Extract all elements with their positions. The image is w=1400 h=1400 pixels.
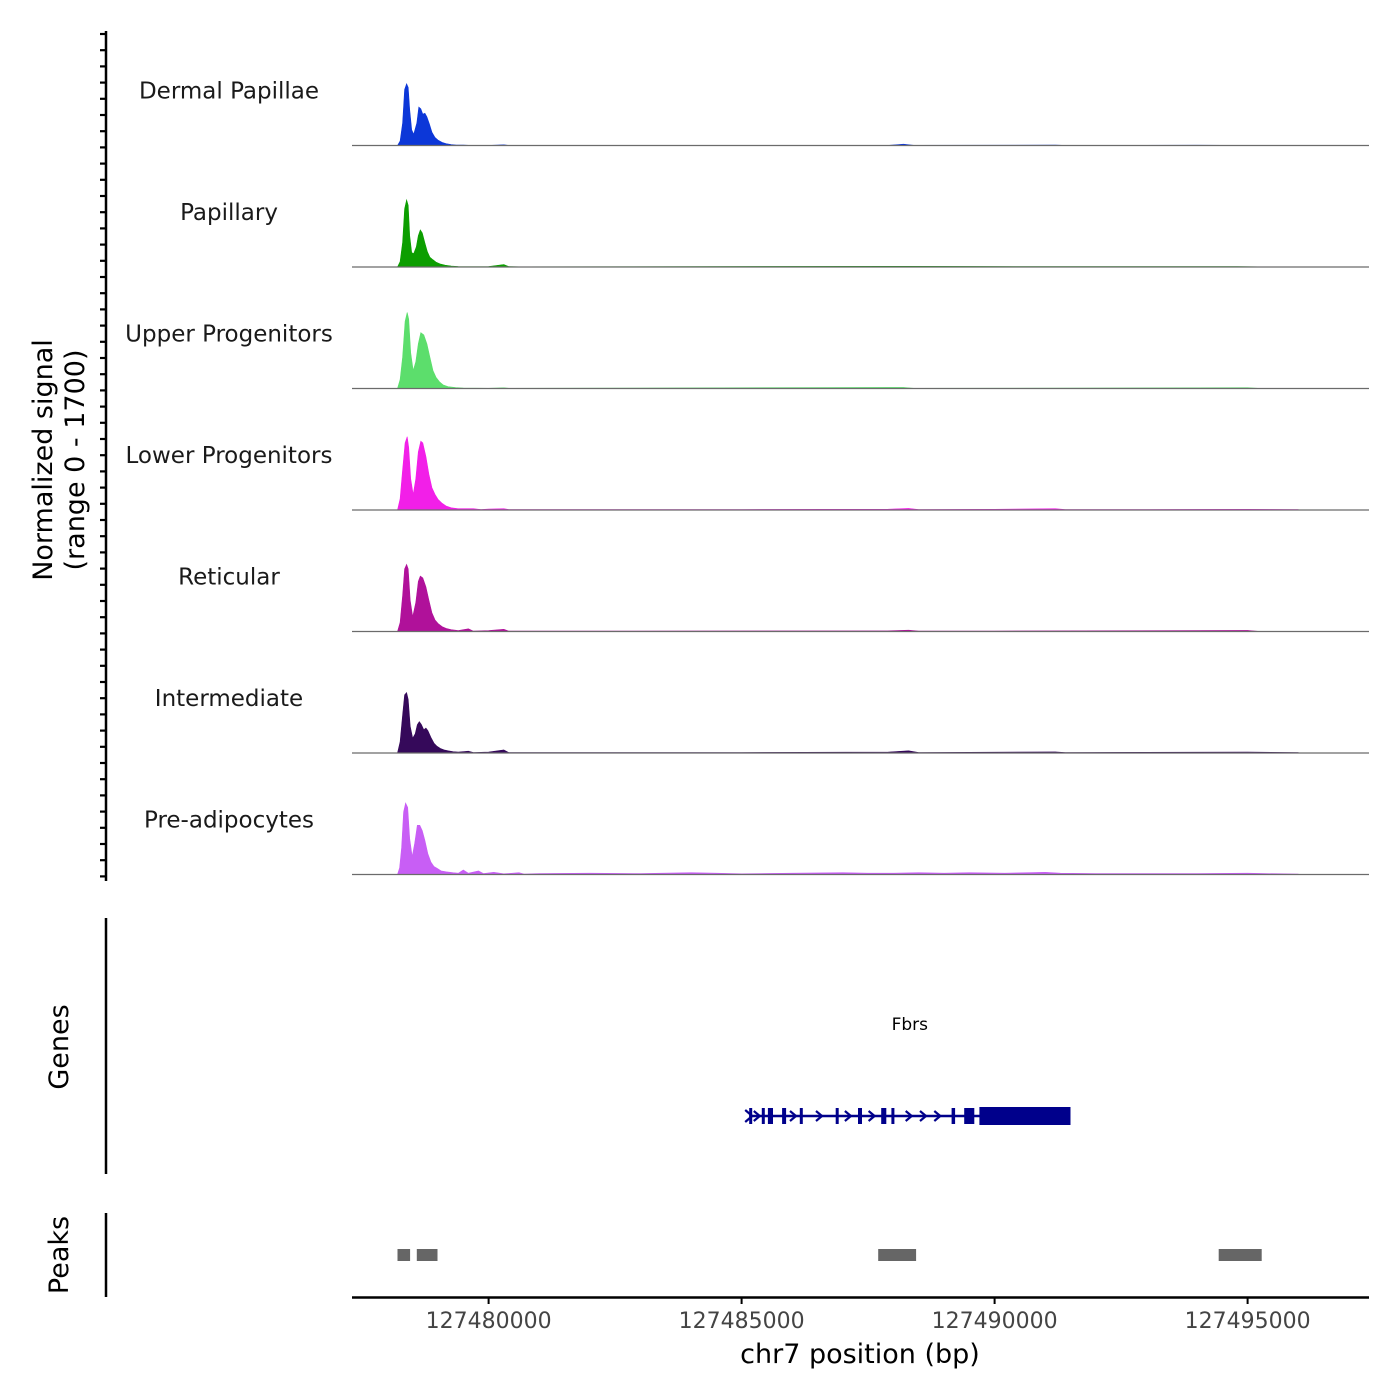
- coverage-area: [397, 198, 1258, 268]
- track-label: Lower Progenitors: [126, 443, 333, 469]
- x-tick-label: 127490000: [932, 1309, 1058, 1334]
- gene-exon: [858, 1108, 862, 1124]
- gene-exon: [782, 1108, 787, 1124]
- track-reticular: [352, 563, 1369, 633]
- strand-arrow-icon: [904, 1110, 914, 1122]
- x-tick-label: 127495000: [1185, 1309, 1311, 1334]
- track-intermediate: [352, 691, 1369, 754]
- strand-arrow-icon: [844, 1110, 853, 1122]
- track-label: Upper Progenitors: [125, 322, 333, 348]
- track-lower-progenitors: [352, 436, 1369, 511]
- coverage-area: [397, 436, 1299, 511]
- track-dermal-papillae: [352, 82, 1369, 147]
- coverage-area: [396, 82, 1248, 146]
- genes-panel: Genes Fbrs: [44, 918, 1071, 1174]
- peak-region: [397, 1249, 411, 1261]
- peak-region: [878, 1249, 917, 1261]
- gene-exon: [761, 1108, 765, 1124]
- gene-exon: [964, 1108, 975, 1124]
- gene-exon: [767, 1108, 773, 1124]
- coverage-area: [397, 563, 1258, 632]
- strand-arrow-icon: [744, 1109, 754, 1123]
- track-label: Papillary: [180, 200, 278, 226]
- coverage-area: [397, 691, 1299, 754]
- gene-exon: [835, 1108, 839, 1124]
- strand-arrow-icon: [933, 1110, 943, 1122]
- signal-axis: [100, 31, 108, 881]
- peak-region: [416, 1249, 438, 1261]
- gene-exon: [951, 1108, 956, 1124]
- coverage-area: [397, 312, 1258, 389]
- strand-arrow-icon: [789, 1110, 798, 1122]
- coverage-area: [397, 802, 1299, 875]
- gene-label: Fbrs: [892, 1015, 929, 1035]
- genes-axis-title: Genes: [44, 1004, 75, 1089]
- track-label: Pre-adipocytes: [144, 808, 314, 834]
- track-label: Intermediate: [155, 686, 303, 712]
- strand-arrow-icon: [753, 1110, 762, 1122]
- track-label: Reticular: [178, 565, 280, 591]
- strand-arrow-icon: [815, 1110, 824, 1122]
- peak-region: [1218, 1249, 1262, 1261]
- x-axis: 127480000 127485000 127490000 127495000 chr…: [352, 1296, 1369, 1370]
- track-upper-progenitors: [352, 312, 1369, 390]
- x-axis-title: chr7 position (bp): [740, 1339, 980, 1370]
- track-papillary: [352, 198, 1369, 268]
- track-pre-adipocytes: [352, 802, 1369, 876]
- gene-exon: [979, 1107, 1071, 1125]
- x-tick-label: 127485000: [679, 1309, 805, 1334]
- peaks-axis-title: Peaks: [44, 1216, 75, 1294]
- strand-arrow-icon: [867, 1110, 877, 1122]
- track-label: Dermal Papillae: [139, 79, 319, 105]
- gene-exon: [891, 1108, 895, 1124]
- gene-exon: [799, 1108, 803, 1124]
- gene-model: [744, 1107, 1071, 1125]
- y-axis-title-line1: Normalized signal: [28, 339, 59, 581]
- strand-arrow-icon: [919, 1110, 928, 1122]
- peaks-panel: Peaks: [44, 1213, 1262, 1297]
- x-tick-label: 127480000: [426, 1309, 552, 1334]
- gene-exon: [881, 1108, 887, 1124]
- y-axis-title-line2: (range 0 - 1700): [60, 350, 91, 571]
